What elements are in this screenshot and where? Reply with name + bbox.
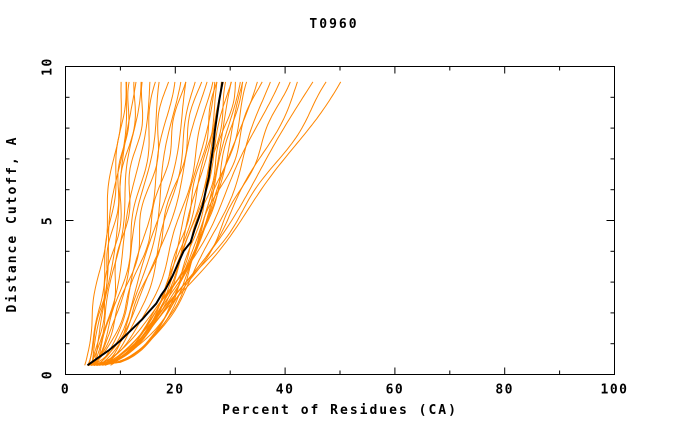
y-axis-label: Distance Cutoff, A: [5, 136, 20, 313]
y-tick-label: 10: [41, 57, 56, 76]
model-curve: [87, 81, 130, 366]
model-curve: [96, 81, 263, 366]
model-curve: [87, 81, 208, 366]
model-curve: [91, 81, 128, 366]
model-curve: [91, 81, 236, 366]
highlighted-model-curve: [86, 81, 224, 367]
x-tick-label: 0: [61, 383, 70, 398]
model-curve: [102, 81, 271, 366]
x-tick-label: 20: [166, 383, 185, 398]
model-curve: [99, 81, 291, 366]
model-curve: [90, 81, 187, 366]
chart-title: T0960: [309, 17, 358, 32]
model-curve: [110, 81, 342, 366]
x-tick-label: 40: [276, 383, 295, 398]
model-curve: [95, 81, 176, 366]
x-tick-label: 100: [601, 383, 629, 398]
model-curve: [92, 81, 142, 366]
model-curve: [99, 81, 258, 366]
model-curve: [93, 81, 187, 366]
model-curve: [93, 81, 218, 366]
model-curve: [87, 81, 170, 366]
model-curve: [88, 81, 151, 366]
model-curve: [98, 81, 182, 366]
model-curve: [95, 81, 144, 366]
model-curve: [93, 81, 281, 366]
model-curve: [90, 81, 156, 366]
x-axis-label: Percent of Residues (CA): [222, 403, 458, 418]
model-curve: [102, 81, 314, 366]
curves-layer: [84, 81, 342, 367]
x-tick-label: 80: [495, 383, 514, 398]
y-tick-label: 5: [41, 216, 56, 225]
model-curve: [93, 81, 137, 366]
model-curve: [88, 81, 232, 366]
x-tick-label: 60: [386, 383, 405, 398]
model-curve: [87, 81, 243, 366]
axes-layer: 0 20 40 60 80 100 0 5 10: [41, 57, 629, 398]
y-tick-label: 0: [41, 370, 56, 379]
